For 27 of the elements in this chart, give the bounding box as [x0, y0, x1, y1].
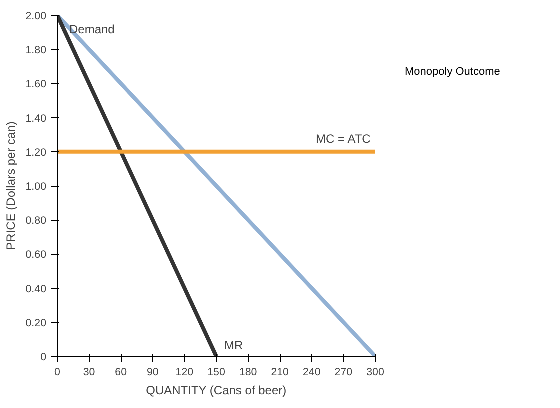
- x-tick-label: 240: [303, 366, 321, 378]
- y-tick-label: 1.00: [26, 181, 47, 193]
- y-tick-label: 1.80: [26, 44, 47, 57]
- y-tick-label: 0.80: [26, 215, 47, 228]
- x-tick-label: 210: [271, 366, 290, 378]
- series-label: MC = ATC: [316, 132, 372, 146]
- y-axis-title: PRICE (Dollars per can): [4, 122, 18, 250]
- series-label: MR: [224, 338, 244, 352]
- x-tick-label: 30: [83, 366, 96, 378]
- x-tick-label: 90: [146, 366, 159, 378]
- x-tick-label: 270: [334, 366, 353, 378]
- x-tick-label: 300: [366, 366, 384, 378]
- x-tick-label: 120: [176, 366, 194, 378]
- y-tick-label: 0.60: [26, 249, 47, 262]
- x-tick-label: 150: [208, 366, 226, 378]
- y-tick-label: 0.20: [26, 317, 47, 330]
- x-tick-label: 60: [115, 366, 128, 378]
- x-tick-label: 180: [239, 366, 258, 378]
- y-tick-label: 1.20: [26, 146, 47, 159]
- x-tick-label: 0: [54, 366, 61, 378]
- y-tick-label: 1.40: [26, 112, 47, 125]
- x-axis-title: QUANTITY (Cans of beer): [146, 384, 287, 398]
- text: Monopoly Outcome: [405, 65, 500, 80]
- y-tick-label: 2.00: [26, 10, 47, 22]
- y-tick-label: 1.60: [26, 78, 47, 91]
- y-tick-label: 0: [40, 352, 47, 364]
- y-tick-label: 0.40: [26, 283, 47, 296]
